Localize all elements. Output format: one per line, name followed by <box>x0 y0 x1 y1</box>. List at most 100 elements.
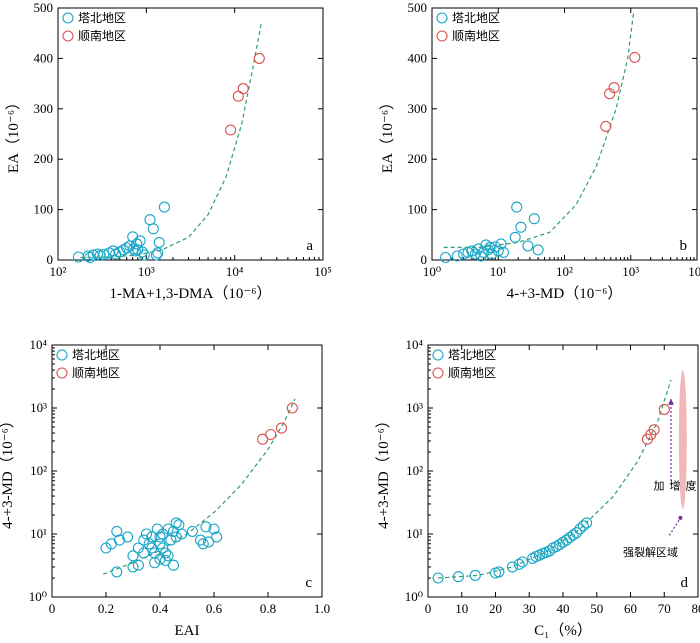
data-point-shunnan <box>253 52 265 64</box>
y-tick-label: 10¹ <box>406 526 423 541</box>
data-point-tabei <box>87 249 99 261</box>
x-tick-label: 10³ <box>138 264 155 279</box>
y-tick-label: 400 <box>34 50 54 65</box>
y-tick-label: 10³ <box>406 400 423 415</box>
data-point-shunnan <box>286 402 298 414</box>
increase-arrow-head <box>668 398 674 405</box>
data-point-tabei <box>167 525 180 537</box>
y-tick-label: 10¹ <box>30 526 47 541</box>
data-point-tabei <box>149 557 161 569</box>
x-tick-label: 1.0 <box>314 601 330 616</box>
legend-marker-shunnan <box>436 30 448 42</box>
y-tick-label: 10⁴ <box>405 337 423 352</box>
x-axis-label: 1-MA+1,3-DMA（10⁻⁶） <box>109 285 271 302</box>
data-point-tabei <box>162 550 174 562</box>
data-point-tabei <box>570 527 583 539</box>
data-point-tabei <box>495 238 507 250</box>
panel-a: 10² 10³ 10⁴ 10⁵ 0 100 200 300 400 500 1-MA+1,3-DMA… <box>5 0 332 302</box>
x-tick-label: 70 <box>658 601 671 616</box>
data-point-tabei <box>122 531 134 543</box>
y-axis-label: EA（10⁻⁶） <box>379 95 396 173</box>
x-tick-label: 10³ <box>622 264 639 279</box>
x-tick-label: 60 <box>624 601 637 616</box>
data-point-tabei <box>492 245 504 257</box>
data-point-tabei <box>439 251 452 264</box>
data-point-tabei <box>203 536 215 548</box>
data-point-tabei <box>509 231 521 243</box>
data-point-tabei <box>132 559 144 571</box>
data-point-shunnan <box>275 422 288 434</box>
legend-marker-shunnan <box>56 367 68 379</box>
legend-marker-tabei <box>436 12 448 24</box>
data-point-shunnan <box>600 120 612 132</box>
x-tick-label: 50 <box>590 601 603 616</box>
data-point-tabei <box>173 519 185 531</box>
data-point-tabei <box>150 249 162 261</box>
zone-arrow-head <box>678 515 683 520</box>
x-tick-label: 0 <box>49 601 56 616</box>
data-point-tabei <box>98 248 110 261</box>
strong-cracking-band <box>678 370 687 509</box>
data-point-tabei <box>581 517 593 529</box>
data-point-tabei <box>170 531 182 543</box>
y-tick-label: 500 <box>408 0 428 15</box>
data-point-tabei <box>147 223 159 235</box>
legend-marker-tabei <box>432 349 444 361</box>
x-tick-label: 0 <box>425 601 432 616</box>
data-point-tabei <box>528 213 540 225</box>
trend-line <box>103 398 296 575</box>
plot-frame <box>57 7 324 261</box>
data-point-tabei <box>154 531 166 543</box>
y-tick-label: 200 <box>408 151 428 166</box>
data-point-tabei <box>516 556 529 568</box>
y-tick-label: 200 <box>34 151 54 166</box>
data-point-tabei <box>197 538 209 550</box>
legend-marker-shunnan <box>432 367 444 379</box>
legend-label-shunnan: 顺南地区 <box>448 365 496 380</box>
data-point-shunnan <box>629 51 641 63</box>
data-point-tabei <box>567 529 579 541</box>
data-point-shunnan <box>658 403 670 415</box>
data-point-tabei <box>511 201 523 213</box>
data-point-tabei <box>475 250 487 262</box>
data-point-tabei <box>127 550 139 562</box>
x-tick-label: 80 <box>692 601 700 616</box>
y-tick-label: 400 <box>408 50 428 65</box>
y-tick-label: 0 <box>421 252 428 267</box>
annotation-increase: 裂解程度增加 <box>652 480 697 491</box>
data-point-shunnan <box>608 82 620 94</box>
x-tick-label: 10² <box>556 264 573 279</box>
data-point-tabei <box>211 531 223 543</box>
plot-frame <box>51 344 323 598</box>
data-point-tabei <box>91 248 104 260</box>
y-tick-label: 300 <box>34 101 54 116</box>
data-point-shunnan <box>237 83 249 95</box>
x-tick-label: 20 <box>489 601 502 616</box>
data-point-tabei <box>513 558 525 570</box>
data-point-tabei <box>153 236 165 248</box>
data-point-shunnan <box>648 424 660 436</box>
data-point-tabei <box>176 528 188 540</box>
data-point-tabei <box>577 520 589 532</box>
data-point-tabei <box>136 246 148 258</box>
data-point-tabei <box>522 240 534 252</box>
legend-label-tabei: 塔北地区 <box>452 11 500 25</box>
data-point-tabei <box>162 523 174 535</box>
legend-label-tabei: 塔北地区 <box>72 348 120 362</box>
zone-arrow <box>668 517 681 536</box>
data-point-tabei <box>127 561 139 573</box>
data-point-tabei <box>497 246 510 258</box>
y-axis-label: 4-+3-MD（10⁻⁶） <box>0 413 16 529</box>
data-point-tabei <box>138 249 150 261</box>
legend-marker-tabei <box>56 349 68 361</box>
data-point-tabei <box>111 566 123 578</box>
x-tick-label: 0.4 <box>152 601 169 616</box>
x-axis-label: C₁（%） <box>534 622 592 639</box>
legend-label-tabei: 塔北地区 <box>78 11 126 25</box>
data-point-tabei <box>532 244 544 256</box>
data-point-tabei <box>452 571 464 583</box>
trend-line <box>80 22 262 259</box>
data-point-tabei <box>486 248 498 260</box>
data-point-tabei <box>515 221 527 233</box>
